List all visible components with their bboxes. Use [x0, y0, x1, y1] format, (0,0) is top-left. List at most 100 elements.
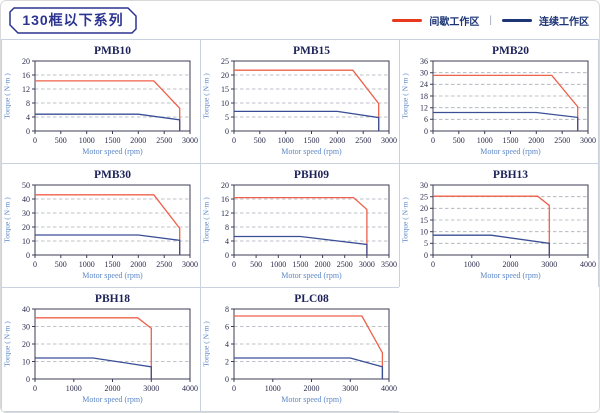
torque-speed-chart-pbh18: PBH18 0 10 20 30 40 0 1000 2000 3000 4000 Motor spe… [3, 293, 199, 404]
svg-text:3000: 3000 [541, 260, 557, 269]
svg-text:4: 4 [225, 237, 229, 246]
svg-text:0: 0 [431, 260, 435, 269]
svg-text:12: 12 [22, 85, 30, 94]
legend-separator: | [489, 14, 492, 26]
x-axis-label: Motor speed (rpm) [82, 395, 143, 404]
svg-text:8: 8 [225, 305, 229, 314]
svg-text:12: 12 [221, 209, 229, 218]
svg-text:500: 500 [55, 260, 67, 269]
y-axis-label: Torque ( N·m ) [202, 321, 211, 367]
chart-title: PMB10 [94, 45, 131, 57]
svg-text:2500: 2500 [554, 136, 570, 145]
intermittent-line [234, 69, 380, 131]
svg-text:5: 5 [225, 113, 229, 122]
svg-text:1500: 1500 [105, 136, 121, 145]
svg-text:6: 6 [225, 322, 229, 331]
svg-text:10: 10 [221, 99, 229, 108]
svg-text:0: 0 [424, 127, 428, 136]
svg-text:500: 500 [254, 136, 266, 145]
chart-row-2: PMB30 0 10 20 30 40 50 0 500 1000 1500 2000 2500 3000… [1, 163, 599, 288]
svg-text:20: 20 [22, 340, 30, 349]
intermittent-line [35, 80, 181, 131]
svg-text:1500: 1500 [105, 260, 121, 269]
svg-text:30: 30 [420, 69, 428, 78]
intermittent-line [234, 196, 368, 255]
y-axis-label: Torque ( N·m ) [401, 73, 410, 119]
chart-panel-plc08: PLC08 0 2 4 6 8 0 1000 2000 3000 4000 Motor speed (… [200, 287, 400, 412]
x-axis-label: Motor speed (rpm) [281, 147, 342, 156]
x-axis-label: Motor speed (rpm) [480, 147, 541, 156]
intermittent-line [35, 317, 152, 379]
svg-text:500: 500 [55, 136, 67, 145]
svg-text:2000: 2000 [304, 384, 320, 393]
svg-text:12: 12 [420, 104, 428, 113]
svg-text:0: 0 [33, 260, 37, 269]
svg-text:1500: 1500 [503, 136, 519, 145]
svg-text:36: 36 [420, 57, 428, 66]
chart-row-1: PMB10 0 4 8 12 16 20 0 500 1000 1500 2000 2500 3000 Mo… [1, 39, 599, 164]
continuous-line [234, 110, 380, 131]
svg-text:0: 0 [232, 384, 236, 393]
y-axis-label: Torque ( N·m ) [3, 73, 12, 119]
svg-text:3000: 3000 [143, 384, 159, 393]
chart-panel-pbh09: PBH09 0 4 8 12 16 20 0 500 1000 1500 2000 2500 3000 35… [200, 163, 400, 288]
svg-text:0: 0 [232, 260, 236, 269]
svg-text:1000: 1000 [477, 136, 493, 145]
svg-text:18: 18 [420, 92, 428, 101]
chart-panel-pmb30: PMB30 0 10 20 30 40 50 0 500 1000 1500 2000 2500 3000… [1, 163, 201, 288]
svg-text:1000: 1000 [265, 384, 281, 393]
svg-text:1000: 1000 [278, 136, 294, 145]
svg-text:1000: 1000 [79, 260, 95, 269]
svg-text:2: 2 [225, 357, 229, 366]
y-axis-label: Torque ( N·m ) [3, 321, 12, 367]
continuous-line [433, 234, 550, 255]
intermittent-swatch [392, 18, 423, 22]
chart-panel-pmb20: PMB20 0 6 12 18 24 30 36 0 500 1000 1500 2000 2500 300… [399, 39, 599, 164]
svg-text:16: 16 [221, 195, 229, 204]
continuous-swatch [502, 18, 532, 22]
intermittent-line [433, 195, 550, 255]
chart-title: PMB15 [293, 45, 330, 57]
continuous-line [234, 357, 384, 379]
x-axis-label: Motor speed (rpm) [281, 395, 342, 404]
svg-text:15: 15 [420, 216, 428, 225]
chart-panel-pmb15: PMB15 0 5 10 15 20 25 0 500 1000 1500 2000 2500 3000 M… [200, 39, 400, 164]
svg-text:10: 10 [22, 237, 30, 246]
intermittent-line [433, 74, 579, 131]
svg-text:2500: 2500 [355, 136, 371, 145]
svg-text:2500: 2500 [156, 260, 172, 269]
svg-text:1000: 1000 [66, 384, 82, 393]
svg-text:0: 0 [232, 136, 236, 145]
legend-label: 连续工作区 [539, 16, 589, 28]
chart-title: PMB20 [492, 45, 529, 57]
svg-text:0: 0 [26, 127, 30, 136]
chart-title: PBH18 [95, 293, 130, 305]
svg-text:1000: 1000 [79, 136, 95, 145]
torque-speed-chart-pbh09: PBH09 0 4 8 12 16 20 0 500 1000 1500 2000 2500 3000 35… [202, 169, 398, 280]
svg-text:3000: 3000 [182, 136, 198, 145]
chart-panel-pmb10: PMB10 0 4 8 12 16 20 0 500 1000 1500 2000 2500 3000 Mo… [1, 39, 201, 164]
chart-title: PBH13 [493, 169, 528, 181]
torque-speed-chart-pmb20: PMB20 0 6 12 18 24 30 36 0 500 1000 1500 2000 2500 300… [401, 45, 597, 156]
svg-text:2000: 2000 [105, 384, 121, 393]
svg-text:15: 15 [221, 85, 229, 94]
y-axis-label: Torque ( N·m ) [401, 197, 410, 243]
svg-text:24: 24 [420, 80, 428, 89]
svg-text:500: 500 [250, 260, 262, 269]
chart-panel-pbh18: PBH18 0 10 20 30 40 0 1000 2000 3000 4000 Motor spe… [1, 287, 201, 412]
svg-text:3000: 3000 [342, 384, 358, 393]
svg-text:4000: 4000 [580, 260, 596, 269]
svg-text:2000: 2000 [130, 260, 146, 269]
svg-text:2000: 2000 [315, 260, 331, 269]
x-axis-label: Motor speed (rpm) [82, 147, 143, 156]
svg-text:8: 8 [26, 99, 30, 108]
svg-text:8: 8 [225, 223, 229, 232]
svg-text:3000: 3000 [580, 136, 596, 145]
legend-item-continuous: 连续工作区 [502, 13, 589, 28]
x-axis-label: Motor speed (rpm) [82, 271, 143, 280]
svg-text:10: 10 [420, 228, 428, 237]
x-axis-label: Motor speed (rpm) [480, 271, 541, 280]
y-axis-label: Torque ( N·m ) [3, 197, 12, 243]
svg-text:25: 25 [420, 193, 428, 202]
